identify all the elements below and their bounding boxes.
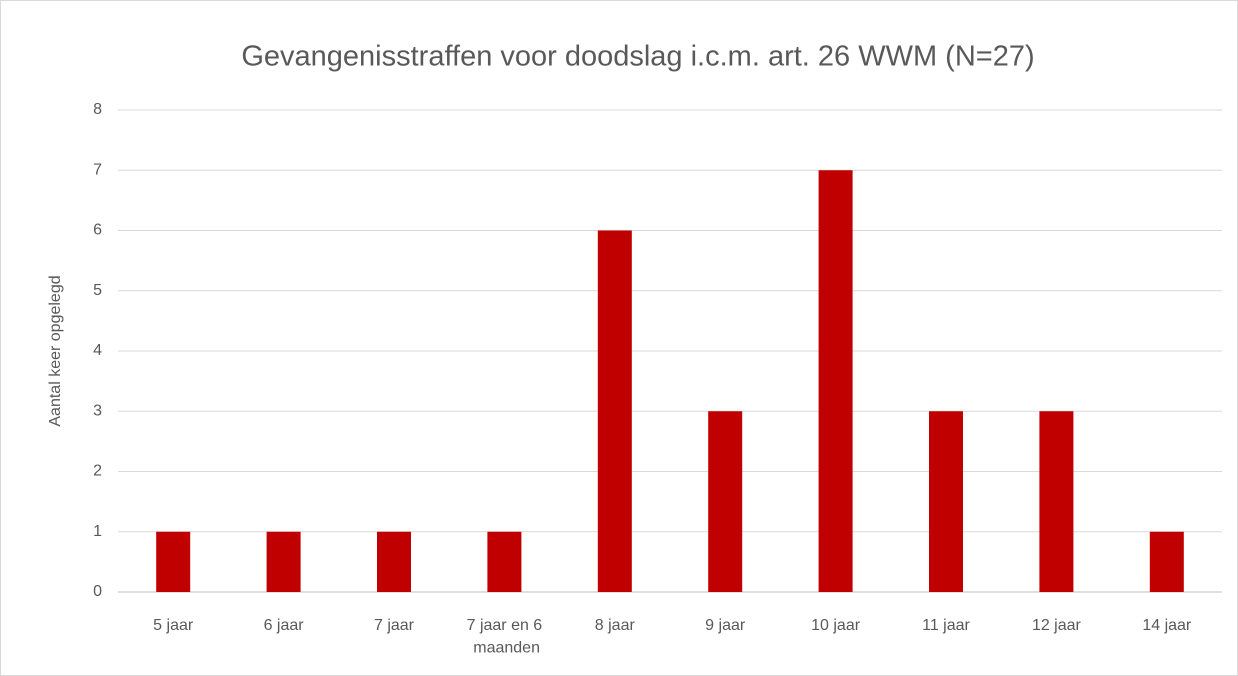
y-tick-label: 4 <box>93 342 102 359</box>
y-tick-label: 2 <box>93 463 102 480</box>
y-tick-label: 7 <box>93 161 102 178</box>
x-tick-label: 12 jaar <box>1032 617 1082 634</box>
bar <box>377 531 411 592</box>
x-tick-label: 5 jaar <box>153 617 194 634</box>
bar <box>487 531 522 592</box>
bar <box>708 411 743 592</box>
bar <box>597 230 632 592</box>
x-tick-label: 7 jaar <box>374 617 415 634</box>
bar <box>266 531 301 592</box>
y-tick-label: 0 <box>93 583 102 600</box>
y-tick-label: 3 <box>93 402 102 419</box>
x-tick-label: 8 jaar <box>595 617 636 634</box>
y-tick-label: 6 <box>93 222 102 239</box>
y-tick-label: 5 <box>93 282 102 299</box>
y-tick-label: 8 <box>93 101 102 118</box>
x-tick-label: 6 jaar <box>264 617 305 634</box>
bar <box>929 411 963 592</box>
y-tick-label: 1 <box>93 523 102 540</box>
x-tick-label: 14 jaar <box>1142 617 1192 634</box>
x-tick-label: 11 jaar <box>922 617 970 634</box>
x-tick-label: 7 jaar en 6 maanden <box>467 617 543 656</box>
bar <box>156 531 191 592</box>
y-axis-label: Aantal keer opgelegd <box>47 275 64 426</box>
chart-title: Gevangenisstraffen voor doodslag i.c.m. … <box>241 41 1034 73</box>
bar <box>818 170 853 592</box>
bar <box>1039 411 1074 592</box>
x-tick-label: 10 jaar <box>811 617 861 634</box>
x-tick-label: 9 jaar <box>705 617 746 634</box>
bar <box>1149 531 1184 592</box>
